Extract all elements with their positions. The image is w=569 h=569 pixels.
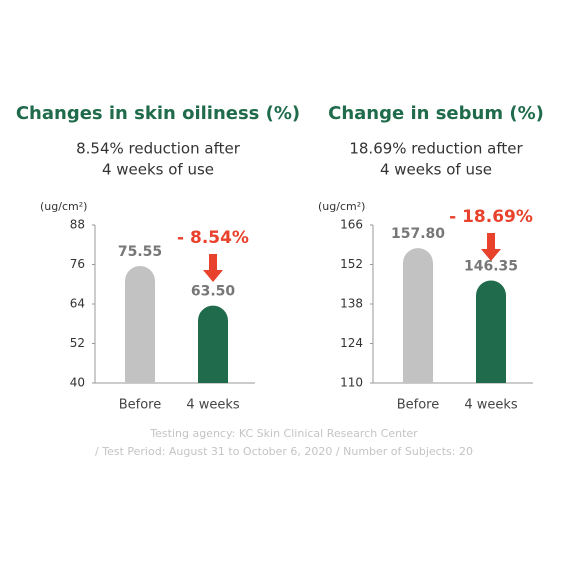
y-tick-label: 110 [340,376,363,390]
annotation: - 18.69% [449,207,533,227]
y-tick-label: 52 [70,336,85,350]
subtitle: 4 weeks of use [380,161,492,179]
arrow [481,233,501,261]
y-tick-label: 64 [70,297,85,311]
y-tick-label: 138 [340,297,363,311]
chart-title: Change in sebum (%) [328,103,544,124]
y-tick-label: 76 [70,257,85,271]
footer-line: Testing agency: KC Skin Clinical Researc… [149,427,418,440]
x-tick-label: Before [119,398,162,413]
x-tick-label: Before [397,398,440,413]
value-label: 146.35 [464,258,518,274]
subtitle: 18.69% reduction after [349,140,523,158]
y-tick-label: 88 [70,218,85,232]
y-tick-label: 152 [340,257,363,271]
chart-title: Changes in skin oiliness (%) [16,103,300,124]
y-tick-label: 124 [340,336,363,350]
value-label: 75.55 [118,244,162,260]
y-axis-label: (ug/cm²) [318,200,365,213]
arrow [203,254,223,282]
bar [403,248,433,383]
bar [476,280,506,383]
value-label: 63.50 [191,284,236,300]
y-tick-label: 40 [70,376,85,390]
y-tick-label: 166 [340,218,363,232]
annotation: - 8.54% [177,228,249,248]
footer-line: / Test Period: August 31 to October 6, 2… [95,445,473,458]
subtitle: 8.54% reduction after [76,140,241,158]
x-tick-label: 4 weeks [186,398,240,413]
subtitle: 4 weeks of use [102,161,214,179]
bar [125,265,155,383]
value-label: 157.80 [391,226,445,242]
bar [198,305,228,383]
y-axis-label: (ug/cm²) [40,200,87,213]
x-tick-label: 4 weeks [464,398,518,413]
